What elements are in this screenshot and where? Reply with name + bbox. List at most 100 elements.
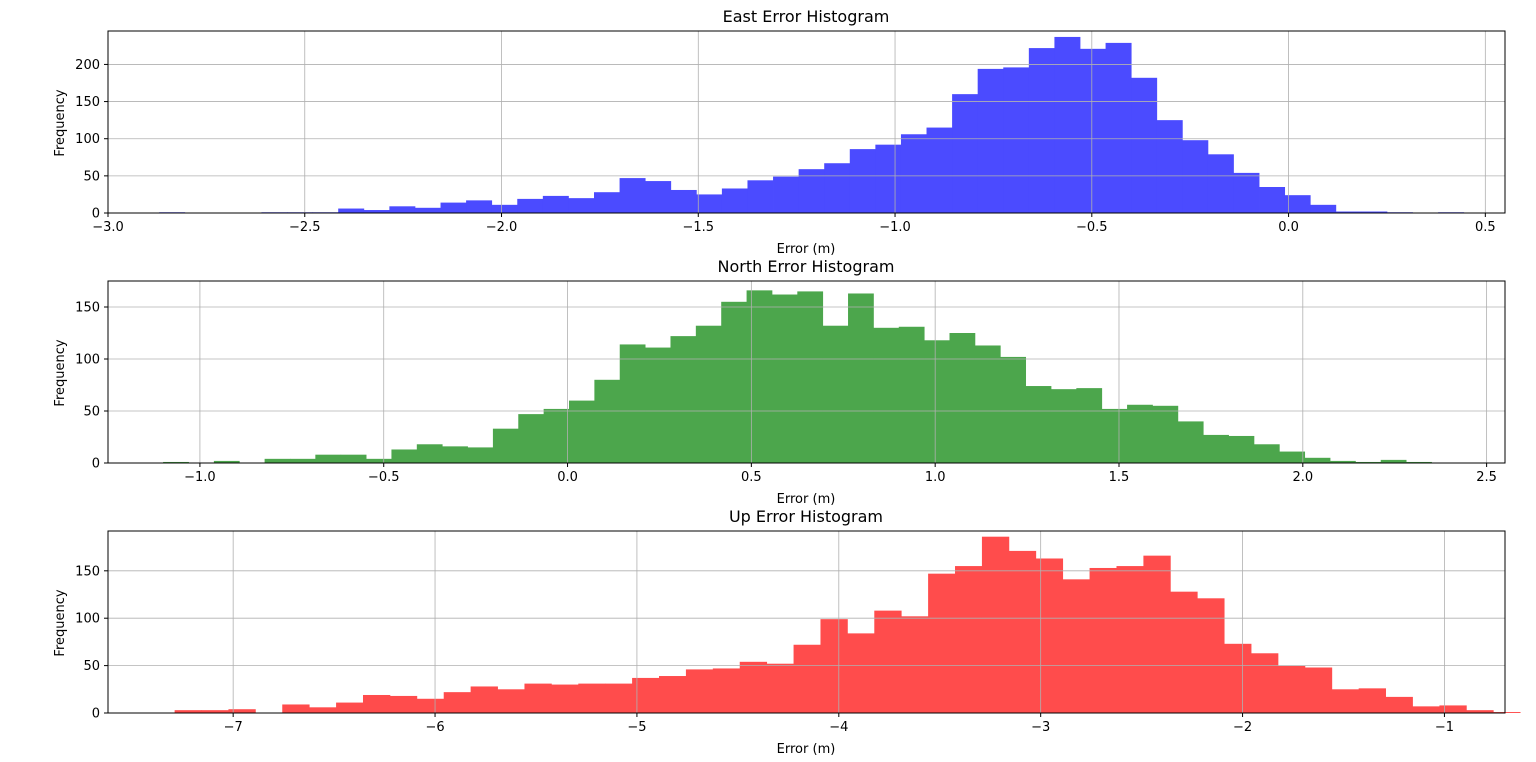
north-x-tick-label: 1.5 [1109, 470, 1130, 485]
north-bar [1101, 408, 1128, 463]
north-y-axis-label: Frequency [53, 339, 68, 406]
east-histogram-panel: East Error Histogram Error (m) Frequency… [53, 7, 1506, 257]
north-bar [366, 458, 392, 463]
north-bar [1355, 461, 1382, 463]
east-bar [900, 134, 927, 213]
east-x-tick-label: −2.0 [486, 220, 518, 235]
north-x-tick-label: 1.0 [925, 470, 946, 485]
north-bar [695, 325, 722, 463]
north-bar [1279, 451, 1306, 463]
east-bar [1207, 154, 1234, 213]
north-bar [340, 454, 367, 463]
up-bar [1412, 706, 1440, 713]
east-bar [1003, 67, 1030, 214]
up-bar [820, 619, 848, 713]
east-bar [414, 207, 441, 213]
north-x-tick-label: 0.0 [557, 470, 578, 485]
up-bar [1035, 558, 1064, 713]
up-bar [443, 692, 472, 713]
east-chart-title: East Error Histogram [723, 7, 890, 26]
up-x-tick-label: −1 [1435, 720, 1454, 735]
up-bar [1251, 653, 1279, 713]
north-bar [1304, 457, 1331, 463]
north-bar [898, 326, 925, 463]
up-bar [712, 668, 741, 713]
up-bar [578, 683, 606, 713]
north-x-axis-label: Error (m) [777, 492, 836, 507]
north-bar [543, 408, 570, 463]
north-x-tick-label: 2.0 [1292, 470, 1313, 485]
east-bar [1054, 36, 1081, 213]
east-y-tick-label: 100 [75, 132, 100, 147]
east-bar [1105, 42, 1132, 213]
up-bar [847, 633, 875, 714]
up-x-tick-label: −3 [1031, 720, 1050, 735]
north-y-tick-label: 50 [83, 405, 100, 420]
north-bar [442, 446, 468, 463]
north-bar [619, 344, 646, 463]
east-bar [670, 189, 697, 213]
north-bar [797, 291, 824, 463]
up-bar [1331, 689, 1360, 713]
north-bar [1203, 434, 1229, 463]
north-x-tick-label: 0.5 [741, 470, 762, 485]
north-bar [1025, 386, 1052, 463]
up-bar [659, 676, 687, 713]
up-x-tick-label: −4 [829, 720, 848, 735]
up-bar [1466, 710, 1494, 713]
north-bar [1330, 460, 1356, 463]
east-bar [721, 188, 748, 213]
east-x-tick-label: −2.5 [289, 220, 321, 235]
up-y-tick-label: 0 [92, 707, 100, 722]
east-y-tick-label: 0 [92, 207, 100, 222]
east-bar [389, 206, 416, 213]
north-bar [492, 428, 519, 463]
east-bar [773, 176, 800, 213]
up-axes-frame [107, 530, 1506, 714]
north-bar [721, 301, 747, 463]
east-bar [747, 180, 774, 213]
up-bar [1089, 567, 1117, 713]
north-plot-area: −1.0 −0.5 0.0 0.5 1.0 1.5 2.0 2.5 0 50 100 150 [75, 280, 1506, 485]
north-bar [391, 449, 418, 463]
east-x-tick-label: −0.5 [1076, 220, 1108, 235]
up-bar [1277, 665, 1306, 713]
up-bar [1385, 696, 1413, 713]
up-histogram-panel: Up Error Histogram Error (m) Frequency −… [53, 507, 1521, 757]
east-bar [1284, 195, 1311, 213]
north-bar [1380, 459, 1407, 463]
east-plot-area: −3.0 −2.5 −2.0 −1.5 −1.0 −0.5 0.0 0.5 0 50 100 150 2… [75, 30, 1506, 235]
up-y-tick-label: 150 [75, 564, 100, 579]
up-x-tick-label: −6 [425, 720, 444, 735]
east-bar [1361, 211, 1388, 213]
up-y-tick-label: 100 [75, 612, 100, 627]
north-bar [873, 327, 900, 463]
north-bar [949, 333, 976, 463]
east-bar [619, 178, 646, 213]
up-bar [1439, 705, 1467, 713]
north-bar [518, 414, 545, 463]
north-x-tick-label: 2.5 [1476, 470, 1497, 485]
north-bar [594, 379, 621, 463]
up-bar [1197, 598, 1225, 713]
north-bar [569, 400, 595, 463]
up-bar [981, 536, 1010, 713]
up-bar [632, 677, 660, 713]
north-chart-title: North Error Histogram [718, 257, 895, 276]
east-bar [645, 181, 672, 213]
north-bar [771, 294, 798, 463]
north-bar [1076, 388, 1103, 463]
east-bar [338, 208, 365, 213]
up-bar [1358, 688, 1386, 713]
up-bar [174, 710, 202, 713]
east-bar [517, 198, 544, 213]
north-y-tick-label: 0 [92, 457, 100, 472]
north-bar [1050, 389, 1077, 463]
up-bar [551, 684, 579, 713]
east-bar [875, 144, 902, 213]
up-bar [1116, 566, 1144, 713]
up-bar [201, 710, 229, 713]
north-bar [1406, 461, 1432, 463]
east-y-tick-label: 150 [75, 95, 100, 110]
